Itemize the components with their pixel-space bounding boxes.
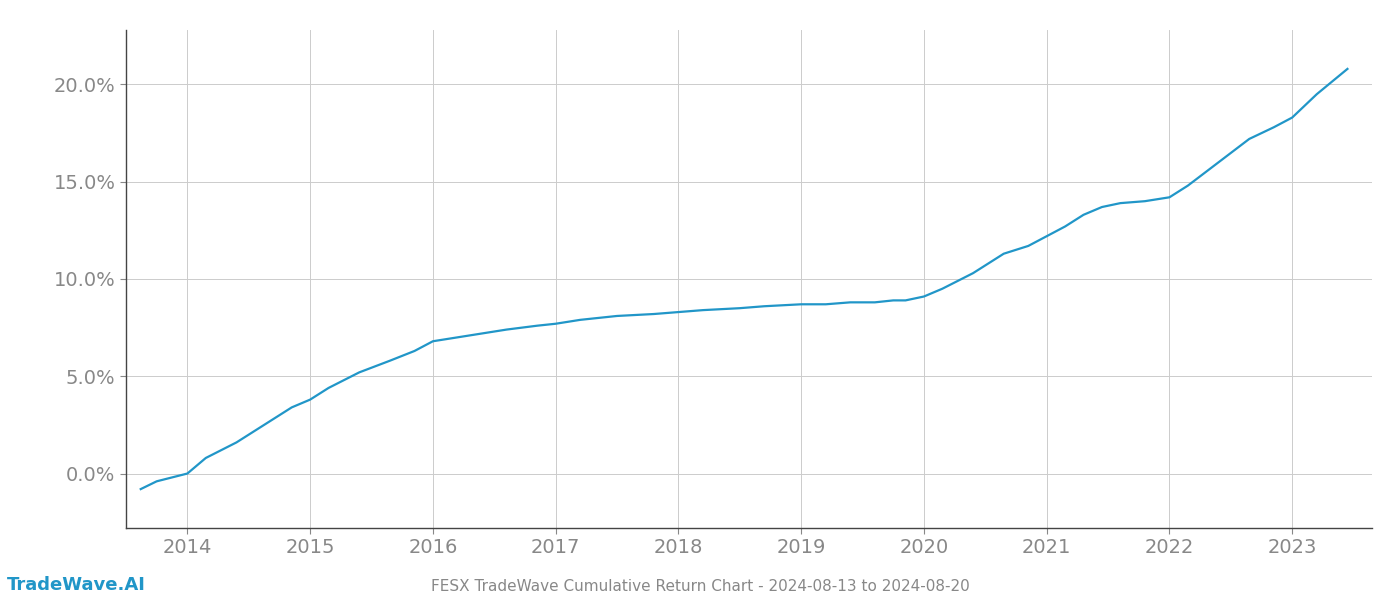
Text: FESX TradeWave Cumulative Return Chart - 2024-08-13 to 2024-08-20: FESX TradeWave Cumulative Return Chart -… bbox=[431, 579, 969, 594]
Text: TradeWave.AI: TradeWave.AI bbox=[7, 576, 146, 594]
